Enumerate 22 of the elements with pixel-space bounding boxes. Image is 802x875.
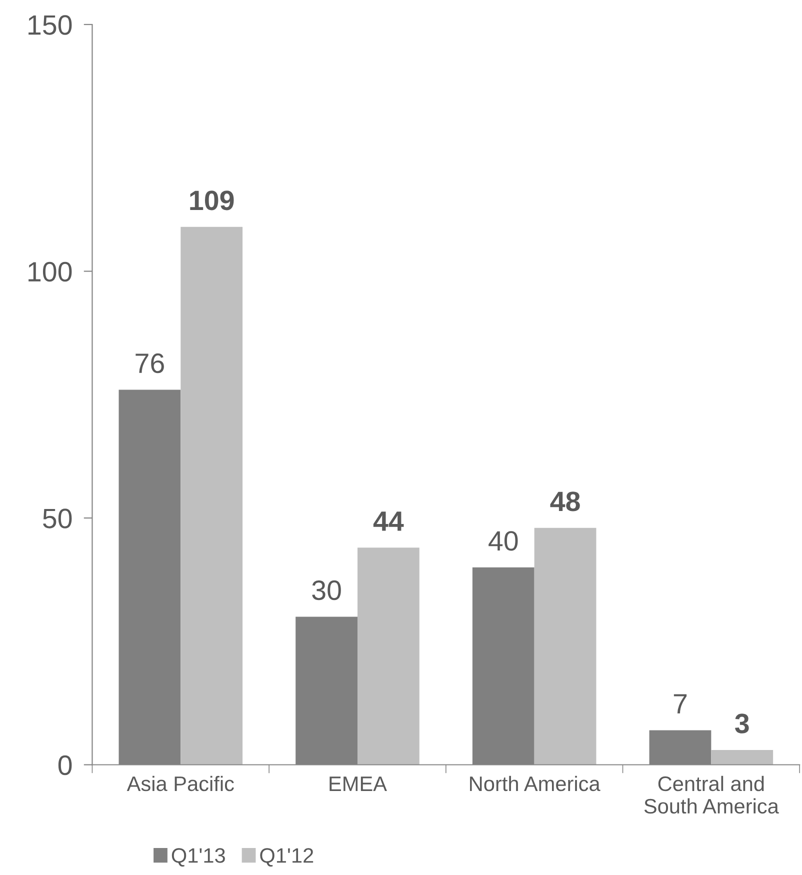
y-tick-label: 50 <box>43 508 72 528</box>
data-label: 44 <box>373 512 404 531</box>
x-tick-label: Central and South America <box>644 776 779 814</box>
data-label: 76 <box>136 353 164 374</box>
data-label: 30 <box>312 580 341 600</box>
data-label: 48 <box>550 492 580 512</box>
y-tick-label: 0 <box>58 755 72 776</box>
bar <box>357 548 420 765</box>
bar <box>180 226 243 765</box>
bar <box>711 750 774 765</box>
x-tick-label: North America <box>470 776 600 792</box>
legend-label: Q1'12 <box>260 848 314 867</box>
x-tick-label: EMEA <box>330 776 387 791</box>
data-label: 109 <box>190 190 234 210</box>
legend-label: Q1'13 <box>172 848 225 867</box>
x-tick-label: Asia Pacific <box>126 776 234 792</box>
data-label: 40 <box>488 531 518 551</box>
bar <box>534 528 596 765</box>
y-tick-label: 100 <box>28 262 72 282</box>
data-label: 7 <box>674 694 687 714</box>
y-tick-label: 150 <box>28 15 72 35</box>
data-label: 3 <box>735 714 749 734</box>
